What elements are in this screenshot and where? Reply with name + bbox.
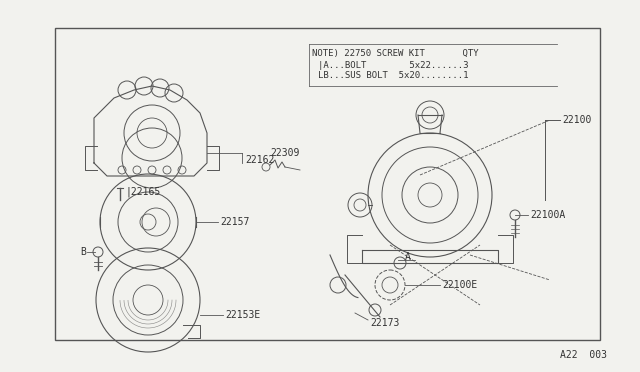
Text: 22100A: 22100A <box>530 210 565 220</box>
Text: |A...BOLT        5x22......3: |A...BOLT 5x22......3 <box>318 61 468 70</box>
Text: 22157: 22157 <box>220 217 250 227</box>
Text: |22165: |22165 <box>125 187 160 197</box>
Text: 22162: 22162 <box>245 155 275 165</box>
Text: A: A <box>405 252 411 262</box>
Text: B: B <box>80 247 86 257</box>
Text: 22100E: 22100E <box>442 280 477 290</box>
Bar <box>55 28 600 340</box>
Text: 22100: 22100 <box>562 115 591 125</box>
Text: A22  003: A22 003 <box>560 350 607 360</box>
Text: LB...SUS BOLT  5x20........1: LB...SUS BOLT 5x20........1 <box>318 71 468 80</box>
Text: 22173: 22173 <box>370 318 399 328</box>
Text: 22309: 22309 <box>270 148 300 158</box>
Text: 22153E: 22153E <box>225 310 260 320</box>
Text: NOTE) 22750 SCREW KIT       QTY: NOTE) 22750 SCREW KIT QTY <box>312 48 479 58</box>
